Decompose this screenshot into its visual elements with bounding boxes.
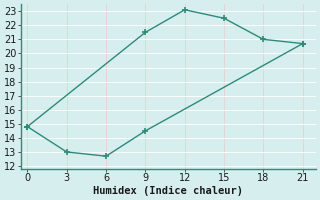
- X-axis label: Humidex (Indice chaleur): Humidex (Indice chaleur): [93, 186, 243, 196]
